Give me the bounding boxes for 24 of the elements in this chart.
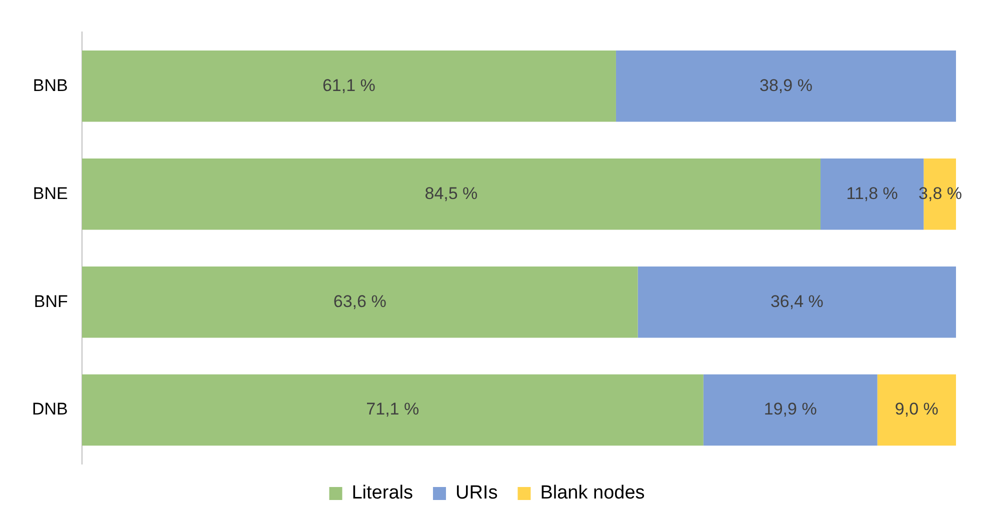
- bar: [82, 374, 704, 446]
- bar: [82, 50, 616, 122]
- bar: [616, 50, 956, 122]
- legend-label: URIs: [455, 482, 498, 504]
- bar: [703, 374, 878, 446]
- y-tick-label: BNE: [32, 184, 68, 203]
- legend-label: Blank nodes: [540, 482, 645, 504]
- bar: [638, 266, 956, 338]
- legend-label: Literals: [352, 482, 413, 504]
- data-label: 11,8 %: [846, 184, 898, 203]
- data-label: 19,9 %: [764, 400, 817, 419]
- bar: [82, 158, 821, 230]
- y-tick-label: DNB: [32, 400, 68, 419]
- data-label: 38,9 %: [760, 76, 812, 95]
- bar: [877, 374, 956, 446]
- data-label: 61,1 %: [322, 76, 376, 95]
- data-label: 71,1 %: [366, 400, 420, 419]
- data-label: 63,6 %: [333, 292, 386, 311]
- data-label: 84,5 %: [424, 184, 478, 203]
- y-tick-label: BNB: [32, 76, 68, 95]
- data-label: 36,4 %: [770, 292, 824, 311]
- bar: [82, 266, 638, 338]
- y-tick-label: BNF: [34, 292, 68, 311]
- data-label: 9,0 %: [894, 400, 938, 419]
